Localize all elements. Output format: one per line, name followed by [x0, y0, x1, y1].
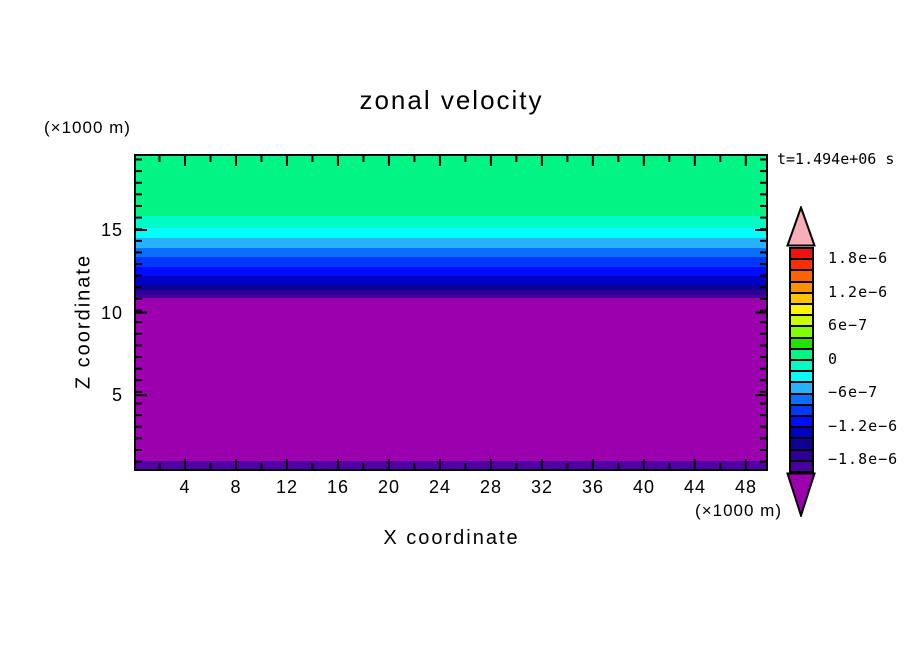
colorbar-segment — [791, 305, 812, 317]
plot-band — [136, 248, 766, 257]
plot-band — [136, 156, 766, 216]
colorbar-segment — [791, 383, 812, 395]
x-tick-label: 8 — [230, 477, 242, 497]
colorbar-scale — [789, 247, 814, 473]
colorbar-segment — [791, 316, 812, 328]
plot-area — [134, 154, 768, 471]
plot-band — [136, 295, 766, 298]
time-annotation: t=1.494e+06 s — [777, 150, 895, 168]
y-tick-label: 5 — [111, 385, 123, 405]
field-bands — [136, 156, 766, 469]
x-tick-label: 48 — [734, 477, 758, 497]
plot-title: zonal velocity — [359, 85, 544, 115]
y-tick-label: 10 — [100, 303, 123, 323]
x-tick-label: 36 — [581, 477, 605, 497]
plot-band — [136, 216, 766, 228]
colorbar-above-range-arrow-icon — [786, 206, 816, 247]
colorbar-segment — [791, 293, 812, 306]
colorbar-segment — [791, 282, 812, 294]
colorbar-segment — [791, 394, 812, 406]
colorbar-label: 6e−7 — [828, 316, 869, 334]
x-tick-label: 32 — [530, 477, 554, 497]
plot-band — [136, 228, 766, 238]
colorbar-label: 1.2e−6 — [828, 283, 889, 301]
plot-band — [136, 285, 766, 290]
x-tick-label: 44 — [683, 477, 707, 497]
colorbar-segment — [791, 372, 812, 384]
plot-band — [136, 267, 766, 276]
x-axis-title: X coordinate — [383, 527, 520, 549]
colorbar-below-range-arrow-icon — [786, 472, 816, 517]
plot-band — [136, 276, 766, 285]
plot-band — [136, 257, 766, 267]
colorbar-label: 0 — [828, 350, 839, 368]
colorbar-segment — [791, 338, 812, 350]
x-tick-label: 28 — [479, 477, 503, 497]
colorbar-segment — [791, 461, 812, 472]
colorbar — [786, 206, 816, 518]
colorbar-label: −1.8e−6 — [828, 450, 899, 468]
colorbar-segment — [791, 271, 812, 283]
colorbar-segment — [791, 260, 812, 272]
colorbar-segment — [791, 428, 812, 440]
colorbar-segment — [791, 361, 812, 373]
colorbar-segment — [791, 405, 812, 418]
colorbar-segment — [791, 439, 812, 451]
x-tick-label: 40 — [632, 477, 656, 497]
colorbar-segment — [791, 450, 812, 462]
colorbar-segment — [791, 327, 812, 339]
x-tick-label: 12 — [275, 477, 299, 497]
colorbar-label: 1.8e−6 — [828, 249, 889, 267]
plot-band — [136, 298, 766, 461]
plot-band — [136, 290, 766, 295]
colorbar-segment — [791, 417, 812, 429]
y-axis-units: (×1000 m) — [44, 118, 131, 137]
x-tick-label: 16 — [326, 477, 350, 497]
plot-band — [136, 238, 766, 248]
plot-band — [136, 461, 766, 469]
colorbar-segment — [791, 349, 812, 362]
colorbar-label: −1.2e−6 — [828, 417, 899, 435]
x-tick-label: 20 — [377, 477, 401, 497]
y-tick-label: 15 — [100, 220, 123, 240]
colorbar-label: −6e−7 — [828, 383, 879, 401]
x-axis-units: (×1000 m) — [695, 501, 782, 520]
x-tick-label: 24 — [428, 477, 452, 497]
x-tick-label: 4 — [179, 477, 191, 497]
colorbar-segment — [791, 249, 812, 261]
